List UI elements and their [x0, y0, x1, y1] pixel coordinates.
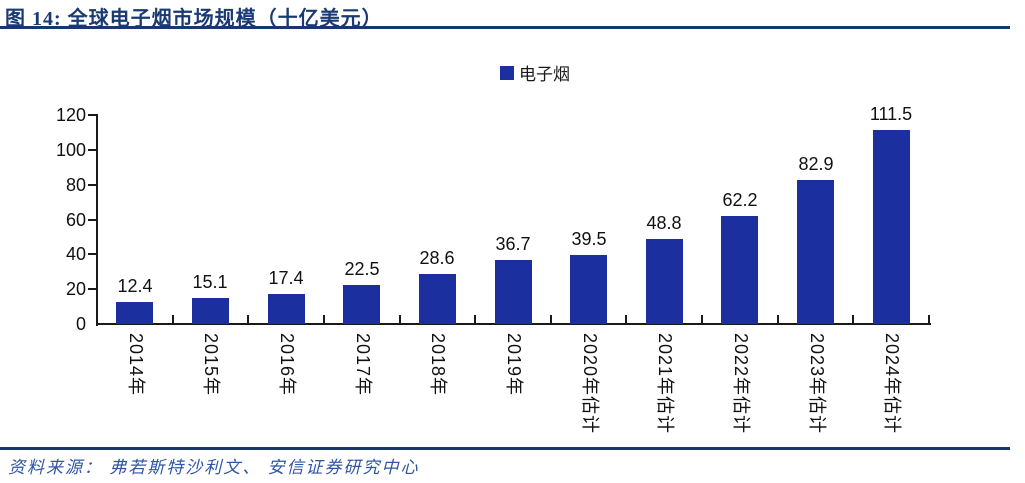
bar — [495, 260, 532, 324]
bar-value-label: 17.4 — [268, 268, 304, 288]
bar — [343, 285, 380, 324]
footer-divider — [0, 447, 1010, 450]
bar — [116, 302, 153, 324]
bar-value-label: 82.9 — [798, 154, 834, 174]
x-axis-tick — [701, 315, 704, 323]
bar — [192, 298, 229, 324]
chart-legend: 电子烟 — [500, 60, 570, 85]
x-axis-label: 2015年 — [201, 333, 221, 397]
x-axis-tick — [776, 315, 779, 323]
bar-value-label: 36.7 — [495, 234, 531, 254]
x-axis-tick — [549, 315, 552, 323]
bar — [797, 180, 834, 324]
bar — [268, 294, 305, 324]
source-attribution: 资料来源： 弗若斯特沙利文、 安信证券研究中心 — [8, 458, 420, 477]
x-axis-label: 2016年 — [277, 333, 297, 397]
x-axis-tick — [852, 315, 855, 323]
x-axis-tick — [398, 315, 401, 323]
x-axis-label: 2023年估计 — [807, 333, 827, 435]
x-axis-label: 2020年估计 — [580, 333, 600, 435]
bar — [570, 255, 607, 324]
legend-label: 电子烟 — [519, 65, 570, 84]
x-axis-tick — [625, 315, 628, 323]
y-axis-tick — [88, 148, 96, 151]
bar-value-label: 48.8 — [646, 213, 682, 233]
bar-value-label: 15.1 — [192, 272, 228, 292]
x-axis-tick — [474, 315, 477, 323]
y-axis-tick-label: 40 — [65, 244, 86, 265]
x-axis-label: 2022年估计 — [731, 333, 751, 435]
x-axis-label: 2014年 — [126, 333, 146, 397]
bar-value-label: 12.4 — [117, 276, 153, 296]
y-axis-line — [96, 114, 98, 326]
y-axis-tick-label: 0 — [75, 314, 86, 334]
bar-value-label: 111.5 — [869, 104, 913, 124]
y-axis-tick — [88, 114, 96, 116]
y-axis-tick-label: 80 — [65, 174, 86, 195]
x-axis-line — [96, 323, 931, 325]
bar-value-label: 62.2 — [722, 190, 758, 210]
bar — [873, 130, 910, 324]
x-axis-label: 2024年估计 — [882, 333, 902, 435]
legend-swatch-icon — [500, 65, 514, 80]
x-axis-label: 2019年 — [504, 333, 524, 397]
y-axis-tick — [88, 218, 96, 221]
figure-title: 图 14: 全球电子烟市场规模（十亿美元） — [5, 8, 383, 30]
bar — [646, 239, 683, 324]
x-axis-label: 2018年 — [428, 333, 448, 397]
bar-value-label: 28.6 — [419, 248, 455, 268]
y-axis-tick-label: 120 — [55, 105, 86, 125]
x-axis-tick — [171, 315, 174, 323]
x-axis-tick — [247, 315, 250, 323]
bar — [419, 274, 456, 324]
y-axis-tick-label: 100 — [55, 139, 86, 160]
y-axis-tick — [88, 288, 96, 291]
bar — [721, 216, 758, 324]
y-axis-tick — [88, 183, 96, 186]
title-divider — [0, 26, 1010, 29]
bar-value-label: 39.5 — [571, 229, 607, 249]
x-axis-label: 2017年 — [353, 333, 373, 397]
x-axis-tick — [928, 315, 930, 323]
x-axis-tick — [322, 315, 325, 323]
y-axis-tick-label: 20 — [65, 279, 86, 300]
y-axis-tick-label: 60 — [65, 209, 86, 230]
bar-value-label: 22.5 — [344, 259, 380, 279]
y-axis-tick — [88, 253, 96, 256]
x-axis-label: 2021年估计 — [655, 333, 675, 435]
